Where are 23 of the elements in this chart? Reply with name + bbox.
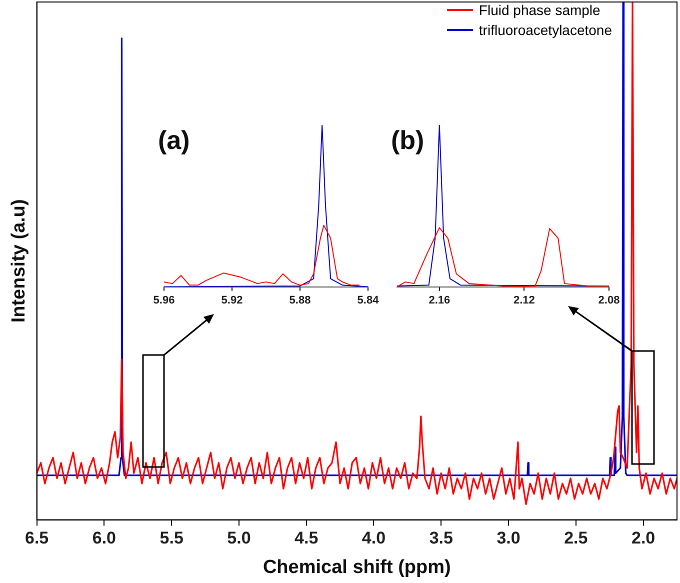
x-tick-label: 2.16 xyxy=(428,294,450,306)
x-tick-label: 5.0 xyxy=(227,528,251,548)
annotation: (b) xyxy=(391,125,424,156)
x-tick-label: 5.5 xyxy=(160,528,184,548)
annotation: (a) xyxy=(158,125,190,156)
x-tick-label: 5.88 xyxy=(289,294,311,306)
x-tick-label: 4.5 xyxy=(294,528,318,548)
x-tick-label: 6.0 xyxy=(92,528,116,548)
x-tick-label: 4.0 xyxy=(362,528,386,548)
x-axis-title: Chemical shift (ppm) xyxy=(262,556,451,578)
x-tick-label: 5.96 xyxy=(153,294,175,306)
x-tick-label: 3.5 xyxy=(429,528,453,548)
x-tick-label: 5.84 xyxy=(357,294,380,306)
x-tick-label: 2.5 xyxy=(564,528,588,548)
x-tick-label: 2.08 xyxy=(598,294,620,306)
x-tick-label: 6.5 xyxy=(24,528,49,548)
x-tick-label: 2.12 xyxy=(513,294,535,306)
legend-label: Fluid phase sample xyxy=(478,2,600,18)
x-tick-label: 2.0 xyxy=(631,528,656,548)
y-axis-title: Intensity (a.u) xyxy=(8,199,30,323)
x-tick-label: 5.92 xyxy=(221,294,243,306)
x-tick-label: 3.0 xyxy=(496,528,520,548)
legend-label: trifluoroacetylacetone xyxy=(478,22,612,38)
